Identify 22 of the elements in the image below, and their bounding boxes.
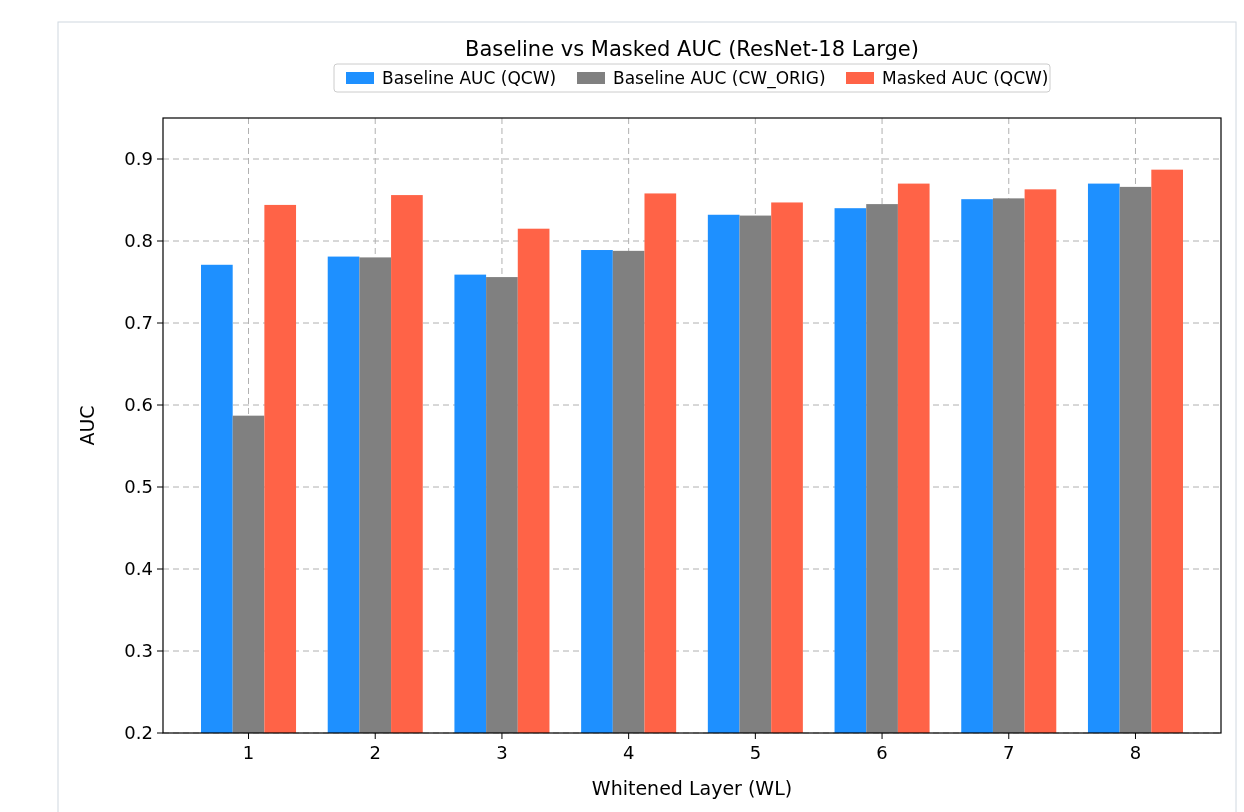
y-tick-label: 0.4 — [124, 558, 153, 579]
x-tick-label: 6 — [876, 742, 888, 763]
chart-title: Baseline vs Masked AUC (ResNet-18 Large) — [465, 37, 919, 61]
x-tick-label: 3 — [496, 742, 508, 763]
y-tick-label: 0.2 — [124, 722, 153, 743]
y-tick-label: 0.3 — [124, 640, 153, 661]
legend-label: Baseline AUC (QCW) — [382, 68, 557, 88]
x-tick-label: 1 — [242, 742, 255, 763]
x-tick-label: 7 — [1003, 742, 1015, 763]
y-tick-label: 0.6 — [124, 394, 153, 415]
legend-label: Baseline AUC (CW_ORIG) — [613, 68, 826, 89]
x-tick-label: 5 — [749, 742, 762, 763]
x-tick-label: 4 — [622, 742, 635, 763]
y-tick-label: 0.9 — [124, 148, 153, 169]
y-tick-label: 0.5 — [124, 476, 153, 497]
x-axis-title: Whitened Layer (WL) — [591, 777, 793, 799]
x-tick-label: 2 — [369, 742, 381, 763]
y-axis-title: AUC — [76, 405, 98, 446]
legend-label: Masked AUC (QCW) — [882, 68, 1049, 88]
x-tick-label: 8 — [1129, 742, 1142, 763]
y-tick-label: 0.8 — [124, 230, 153, 251]
y-tick-label: 0.7 — [124, 312, 153, 333]
